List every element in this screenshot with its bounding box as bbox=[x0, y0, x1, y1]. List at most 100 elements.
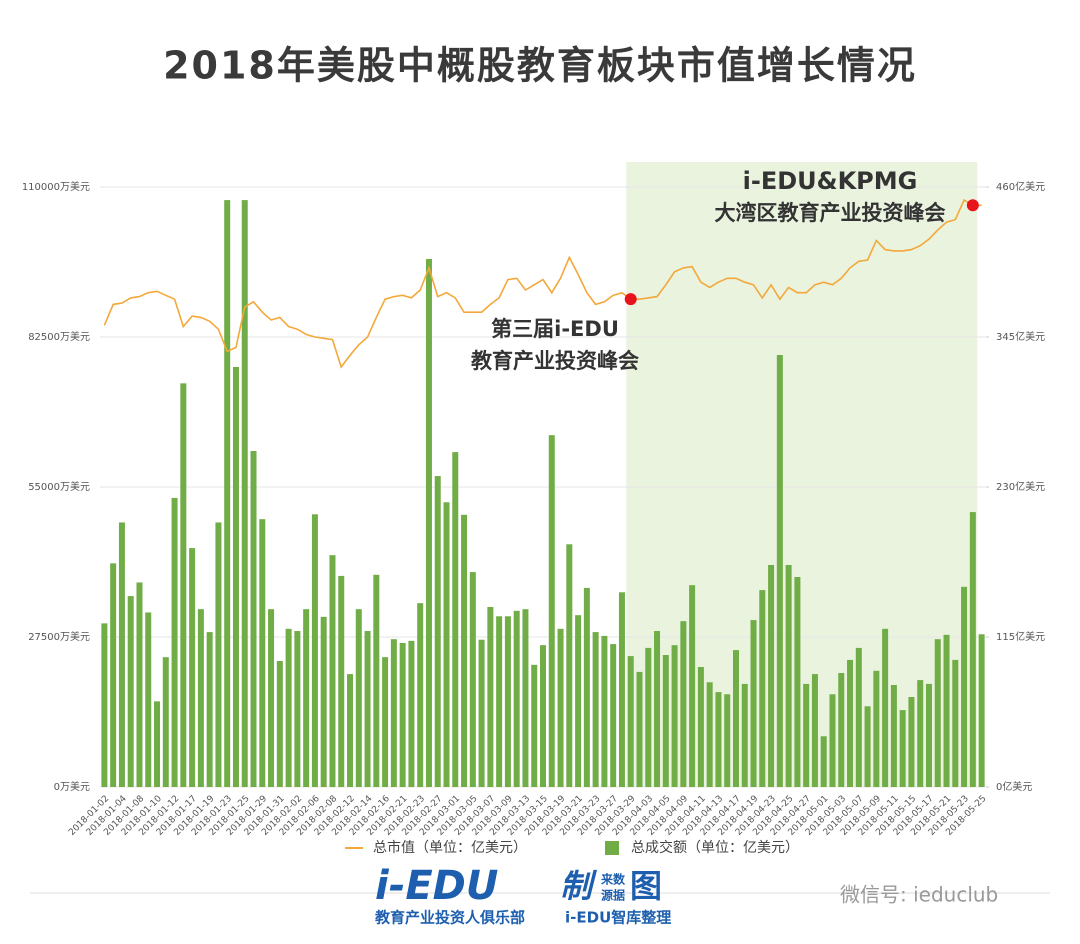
bar bbox=[776, 355, 783, 787]
bar bbox=[154, 701, 161, 787]
bar bbox=[496, 616, 503, 787]
bar bbox=[583, 587, 590, 787]
bar bbox=[461, 514, 468, 787]
bar bbox=[276, 661, 283, 787]
highlight-region bbox=[626, 162, 978, 787]
bar bbox=[189, 548, 196, 787]
lines bbox=[103, 198, 982, 369]
bar bbox=[206, 632, 213, 787]
bar bbox=[171, 497, 178, 787]
bar bbox=[259, 519, 266, 787]
bar bbox=[680, 621, 687, 787]
annotation: 第三届i-EDU bbox=[491, 317, 619, 341]
bar bbox=[820, 736, 827, 787]
y-tick-label: 110000万美元 bbox=[22, 180, 90, 193]
bar bbox=[697, 667, 704, 787]
bar bbox=[294, 631, 301, 787]
y2-tick-label: 460亿美元 bbox=[996, 180, 1045, 193]
bar bbox=[382, 657, 389, 787]
y2-tick-label: 115亿美元 bbox=[996, 630, 1045, 643]
bar bbox=[285, 628, 292, 787]
bar bbox=[882, 628, 889, 787]
bar bbox=[890, 685, 897, 787]
bar bbox=[224, 200, 231, 787]
bar bbox=[610, 644, 617, 787]
bar bbox=[654, 631, 661, 787]
bar bbox=[127, 596, 134, 787]
bar bbox=[338, 575, 345, 787]
bar bbox=[452, 452, 459, 787]
bar bbox=[662, 655, 669, 787]
bar bbox=[750, 620, 757, 787]
bar bbox=[978, 634, 985, 787]
footer-slogan: 教育产业投资人俱乐部 bbox=[374, 909, 525, 927]
bar bbox=[934, 639, 941, 787]
footer-mark: 制 bbox=[560, 867, 598, 905]
bar bbox=[961, 586, 968, 787]
line bbox=[103, 198, 982, 369]
bar bbox=[311, 514, 318, 787]
bar bbox=[373, 574, 380, 787]
legend-label: 总市值（单位：亿美元） bbox=[373, 839, 527, 856]
bar bbox=[303, 609, 310, 787]
bar bbox=[952, 659, 959, 787]
bar bbox=[513, 610, 520, 787]
bar bbox=[636, 671, 643, 787]
footer-credit: i-EDU智库整理 bbox=[565, 909, 671, 927]
bar bbox=[829, 694, 836, 787]
bar bbox=[540, 645, 546, 787]
bar bbox=[864, 706, 871, 787]
bar bbox=[785, 565, 792, 787]
bar bbox=[504, 616, 511, 787]
bar bbox=[101, 623, 108, 787]
bar bbox=[601, 635, 608, 787]
footer-sub: 源据 bbox=[601, 888, 625, 903]
bar bbox=[329, 555, 336, 787]
footer-wechat: 微信号: ieduclub bbox=[840, 883, 998, 907]
bar bbox=[715, 692, 722, 787]
bar bbox=[215, 522, 222, 787]
bar bbox=[689, 585, 696, 787]
highlight-layer bbox=[626, 162, 978, 787]
bar bbox=[241, 200, 248, 787]
bar bbox=[741, 683, 748, 787]
bar bbox=[925, 683, 932, 787]
y-tick-label: 0万美元 bbox=[54, 780, 90, 793]
bar bbox=[478, 639, 485, 787]
bar bbox=[408, 640, 415, 787]
bar bbox=[759, 590, 766, 787]
bar bbox=[873, 670, 880, 787]
bar bbox=[838, 673, 845, 787]
bars bbox=[101, 200, 985, 787]
bar bbox=[118, 522, 125, 787]
bar bbox=[110, 563, 117, 787]
bar bbox=[364, 631, 371, 787]
bar bbox=[671, 645, 678, 787]
annotation: 大湾区教育产业投资峰会 bbox=[715, 201, 946, 225]
bar bbox=[627, 656, 634, 787]
y-tick-label: 55000万美元 bbox=[28, 480, 90, 493]
bar bbox=[592, 632, 599, 787]
bar bbox=[399, 643, 406, 787]
bar bbox=[355, 609, 362, 787]
annotation: i-EDU&KPMG bbox=[743, 167, 918, 195]
legend-swatch bbox=[605, 841, 619, 855]
bar bbox=[268, 609, 275, 787]
bar bbox=[180, 383, 187, 787]
bar bbox=[232, 367, 239, 787]
bar bbox=[145, 612, 152, 787]
y-tick-label: 27500万美元 bbox=[28, 630, 90, 643]
bar bbox=[917, 680, 924, 787]
bar bbox=[847, 659, 854, 787]
y2-tick-label: 345亿美元 bbox=[996, 330, 1045, 343]
bar bbox=[724, 694, 731, 787]
highlight-point bbox=[624, 293, 637, 306]
bar bbox=[706, 682, 713, 787]
y-tick-label: 82500万美元 bbox=[28, 330, 90, 343]
annotation: 教育产业投资峰会 bbox=[471, 349, 639, 373]
bar bbox=[162, 657, 169, 787]
bar bbox=[417, 603, 424, 787]
footer-mark: 图 bbox=[630, 867, 662, 905]
bar bbox=[794, 577, 801, 787]
